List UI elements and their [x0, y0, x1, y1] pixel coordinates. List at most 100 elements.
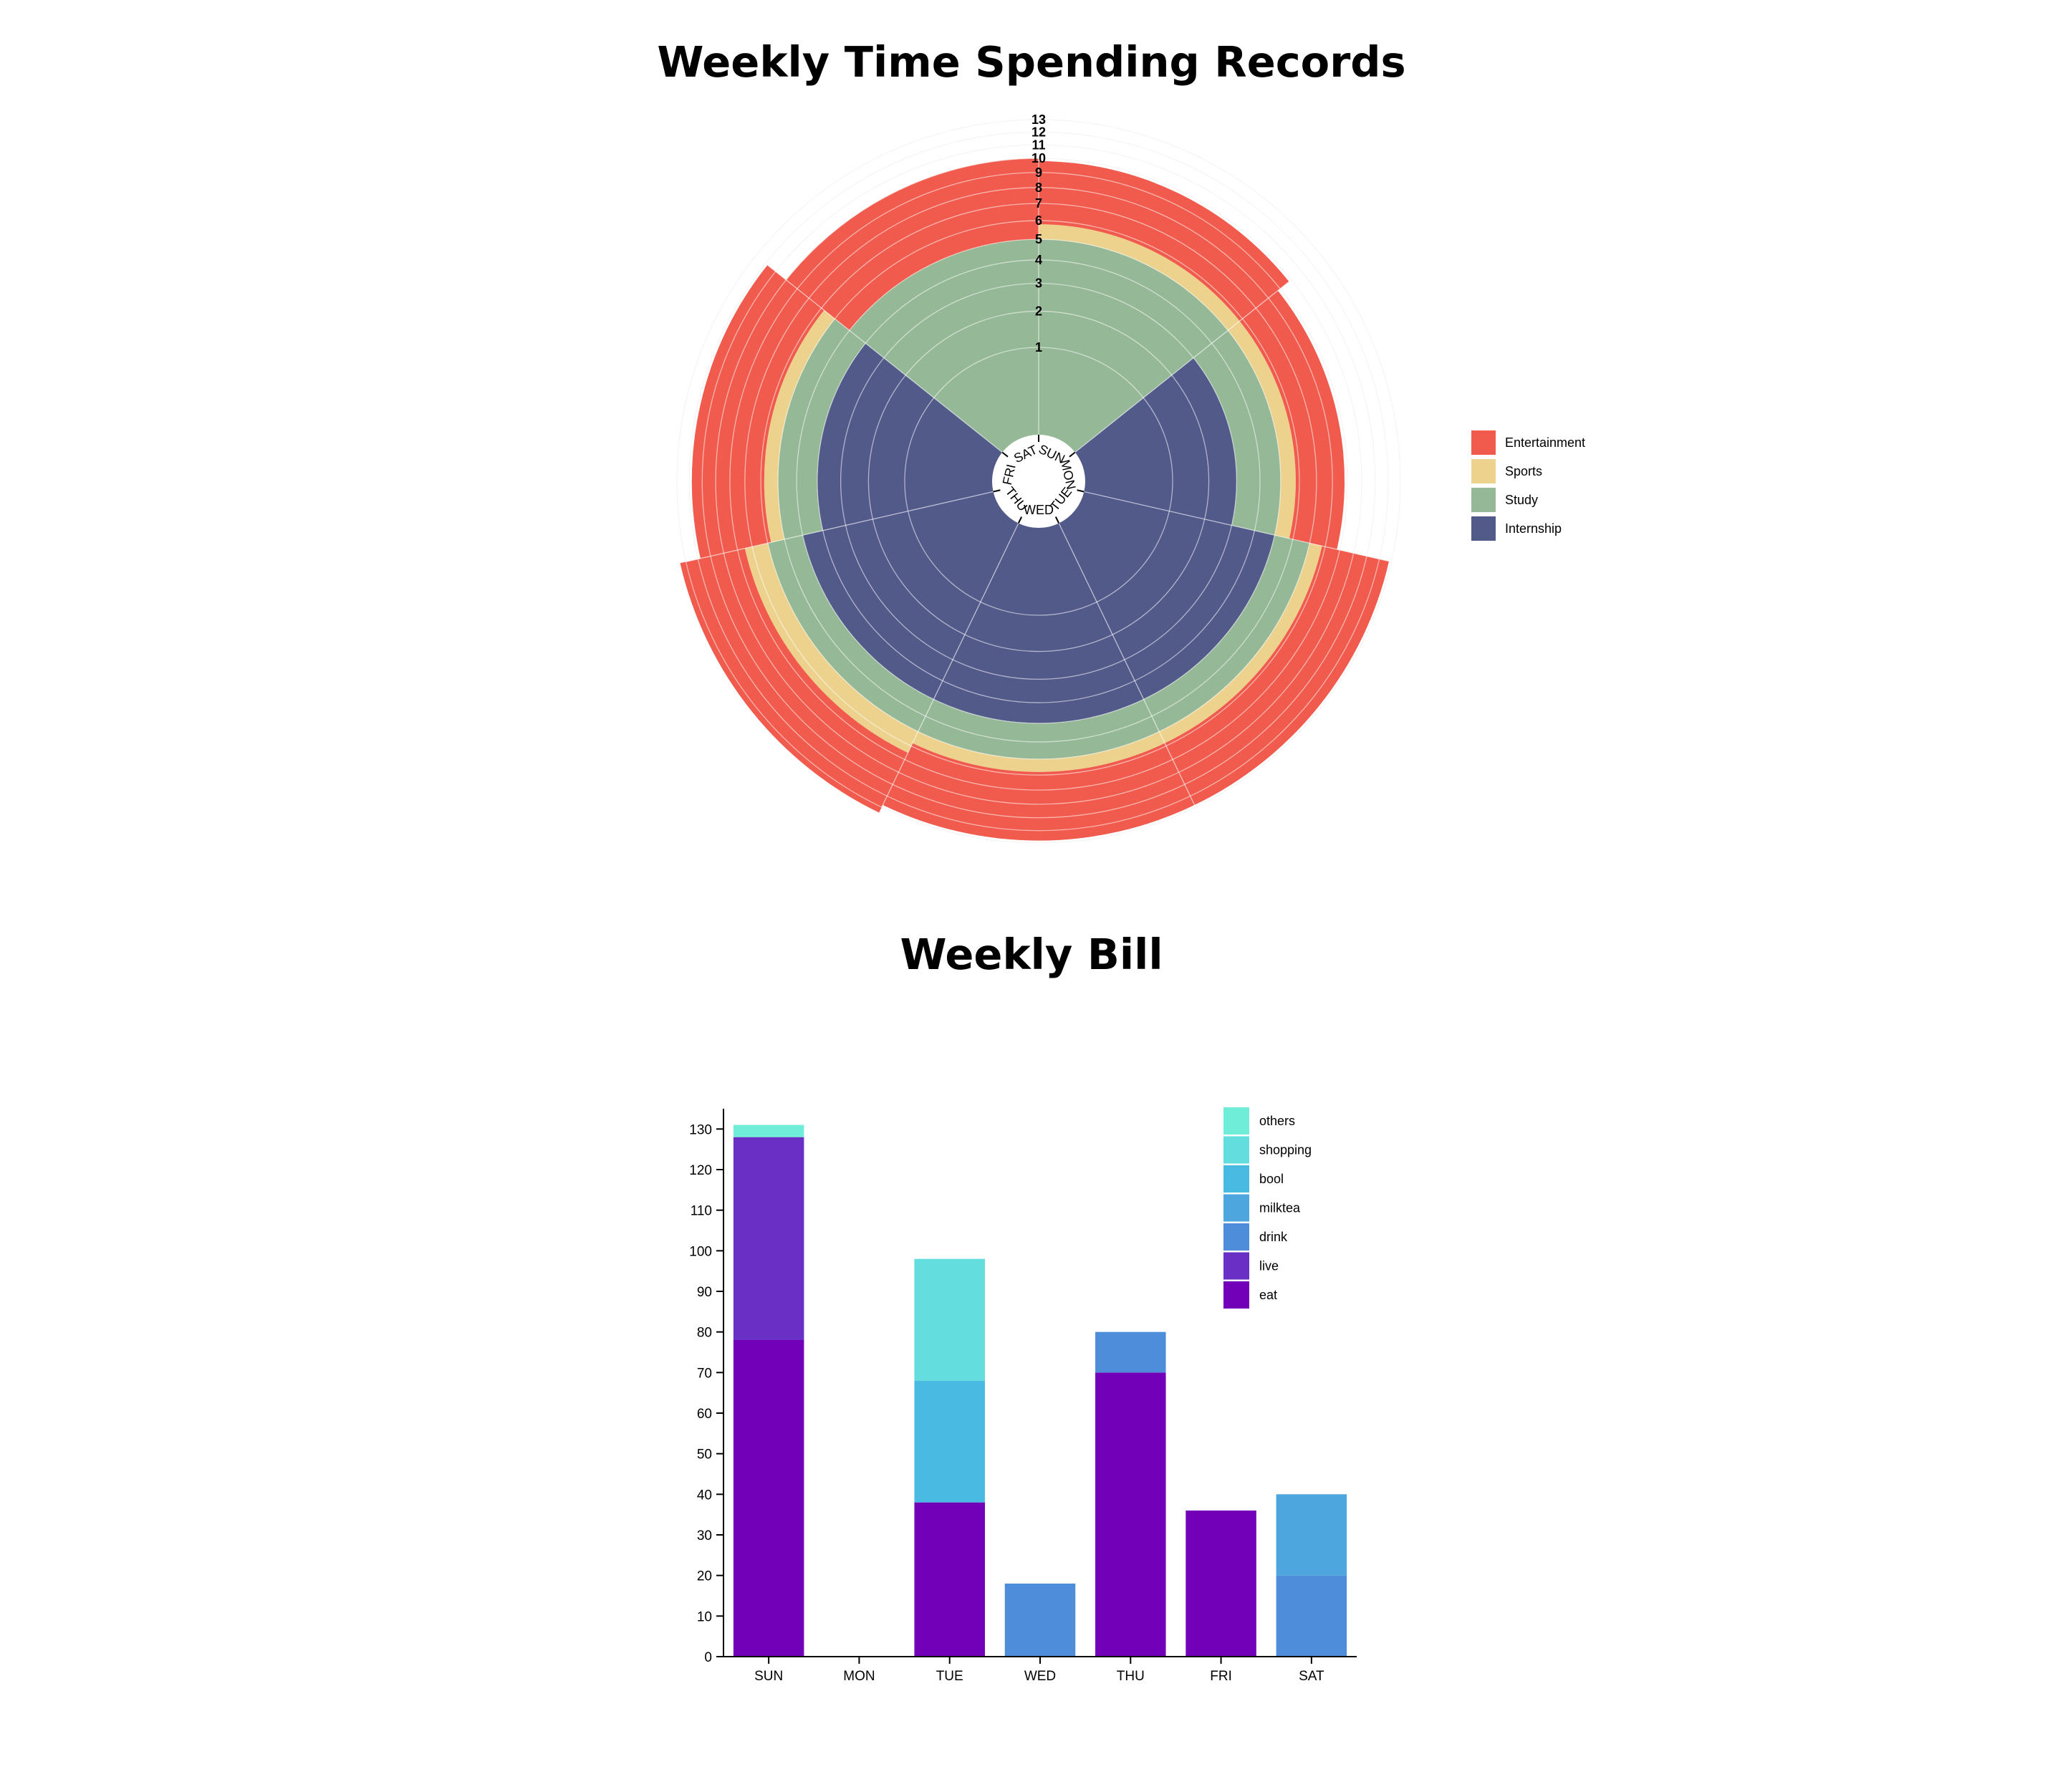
- bill-y-tick-label: 70: [697, 1366, 712, 1381]
- radial-tick-label: 5: [1035, 232, 1042, 246]
- bill-legend-label-live: live: [1259, 1259, 1279, 1273]
- bill-y-tick-label: 90: [697, 1285, 712, 1300]
- bill-y-tick-label: 30: [697, 1528, 712, 1543]
- radial-legend-swatch-internship: [1471, 516, 1496, 541]
- radial-segment-internship-wed: [933, 523, 1144, 723]
- radial-day-tick: [1017, 516, 1023, 524]
- radial-tick-label: 13: [1032, 112, 1046, 127]
- radial-tick-label: 3: [1035, 276, 1042, 291]
- bill-bar-eat-fri: [1186, 1511, 1256, 1657]
- bill-legend-swatch-shopping: [1223, 1136, 1249, 1164]
- radial-spoke: [1058, 523, 1196, 808]
- radial-segment-entertainment-wed: [883, 743, 1195, 841]
- radial-segment-study-sun: [1039, 239, 1228, 453]
- bill-bar-eat-tue: [914, 1502, 985, 1657]
- bill-x-tick-label-sun: SUN: [754, 1669, 783, 1684]
- radial-tick-label: 1: [1035, 340, 1042, 355]
- bill-x-tick-label-sat: SAT: [1299, 1669, 1324, 1684]
- radial-spoke: [686, 491, 994, 563]
- radial-segment-entertainment-sat: [786, 158, 1039, 331]
- radial-day-tick: [1001, 451, 1009, 458]
- bill-bars: [733, 1124, 1347, 1657]
- radial-segment-sports-fri: [764, 310, 835, 543]
- radial-segment-internship-tue: [1059, 491, 1275, 700]
- radial-tick-label: 12: [1032, 125, 1046, 139]
- radial-spoke: [881, 523, 1019, 808]
- radial-segment-study-thu: [767, 535, 934, 732]
- bill-y-tick-label: 60: [697, 1407, 712, 1422]
- bill-bar-others-sun: [733, 1124, 804, 1137]
- bill-x-axis: SUN MON TUE WED THU FRI SAT: [723, 1656, 1357, 1684]
- radial-segment-study-sat: [849, 239, 1039, 453]
- radial-segment-entertainment-thu: [680, 548, 908, 813]
- bill-bar-bool-tue: [914, 1380, 985, 1503]
- bill-bar-drink-wed: [1004, 1584, 1076, 1657]
- radial-tick-label: 10: [1032, 151, 1046, 165]
- radial-tick-label: 9: [1035, 165, 1042, 180]
- bill-legend: others shopping bool milktea drink live eat: [1223, 1107, 1312, 1309]
- radial-legend-label-study: Study: [1505, 493, 1538, 507]
- radial-segment-sports-thu: [744, 543, 918, 753]
- bill-legend-swatch-live: [1223, 1252, 1249, 1280]
- bill-bar-eat-sun: [733, 1340, 804, 1657]
- radial-segment-internship-thu: [802, 491, 1019, 700]
- bill-legend-swatch-others: [1223, 1107, 1249, 1135]
- bill-y-tick-label: 100: [689, 1244, 712, 1259]
- radial-tick-label: 2: [1035, 304, 1042, 318]
- bill-y-axis: 0 10 20 30 40 50 60 70 80 90 100 110 120 130: [689, 1109, 724, 1665]
- radial-spoke: [755, 255, 1003, 453]
- bill-x-tick-label-wed: WED: [1024, 1669, 1056, 1684]
- bill-legend-swatch-milktea: [1223, 1194, 1249, 1222]
- radial-segment-entertainment-fri: [691, 265, 824, 559]
- radial-segment-sports-wed: [912, 731, 1165, 772]
- radial-tick-label: 7: [1035, 196, 1042, 211]
- radial-segment-study-fri: [778, 319, 866, 539]
- radial-segment-sports-sun: [1039, 224, 1240, 331]
- radial-legend-swatch-entertainment: [1471, 430, 1496, 455]
- radial-grid-overlay: [676, 119, 1401, 844]
- radial-segment-study-tue: [1143, 535, 1310, 732]
- radial-tick-label: 6: [1035, 213, 1042, 228]
- radial-legend-label-internship: Internship: [1505, 521, 1562, 536]
- radial-day-tick: [993, 489, 1001, 493]
- radial-tick-label: 8: [1035, 180, 1042, 195]
- bill-x-tick-label-tue: TUE: [936, 1669, 963, 1684]
- bill-legend-label-others: others: [1259, 1114, 1295, 1128]
- bill-y-tick-label: 0: [704, 1650, 712, 1665]
- bill-y-tick-label: 80: [697, 1326, 712, 1341]
- bill-x-tick-label-thu: THU: [1117, 1669, 1145, 1684]
- radial-legend-label-sports: Sports: [1505, 464, 1542, 478]
- bill-bar-milktea-sat: [1276, 1494, 1347, 1576]
- radial-segment-study-wed: [918, 699, 1160, 759]
- radial-spoke: [1074, 255, 1322, 453]
- radial-tick-label: 11: [1032, 138, 1045, 152]
- bill-legend-label-bool: bool: [1259, 1172, 1284, 1186]
- bill-legend-label-drink: drink: [1259, 1230, 1288, 1244]
- radial-day-tick: [1077, 489, 1085, 493]
- radial-legend-label-entertainment: Entertainment: [1505, 435, 1585, 450]
- bill-y-tick-label: 110: [691, 1204, 712, 1219]
- radial-day-tick: [1069, 451, 1076, 458]
- radial-legend: Entertainment Sports Study Internship: [1471, 430, 1585, 541]
- bill-y-tick-label: 130: [689, 1122, 712, 1137]
- radial-tick-label: 4: [1035, 253, 1042, 267]
- bill-x-tick-label-fri: FRI: [1210, 1669, 1232, 1684]
- bill-bar-drink-thu: [1095, 1331, 1166, 1373]
- radial-segment-internship-fri: [817, 343, 1003, 531]
- radial-legend-swatch-sports: [1471, 459, 1496, 483]
- bill-legend-swatch-eat: [1223, 1281, 1249, 1309]
- radial-spoke: [1084, 491, 1392, 563]
- bill-legend-label-eat: eat: [1259, 1288, 1277, 1302]
- radial-day-label-wed: WED: [1024, 503, 1054, 517]
- bill-legend-swatch-drink: [1223, 1223, 1249, 1251]
- bill-bar-shopping-tue: [914, 1258, 985, 1381]
- bill-legend-label-milktea: milktea: [1259, 1201, 1301, 1215]
- bill-y-tick-label: 120: [689, 1163, 712, 1178]
- bill-bar-drink-sat: [1276, 1575, 1347, 1657]
- bill-x-tick-label-mon: MON: [843, 1669, 875, 1684]
- radial-legend-swatch-study: [1471, 488, 1496, 512]
- bill-y-tick-label: 50: [697, 1447, 712, 1463]
